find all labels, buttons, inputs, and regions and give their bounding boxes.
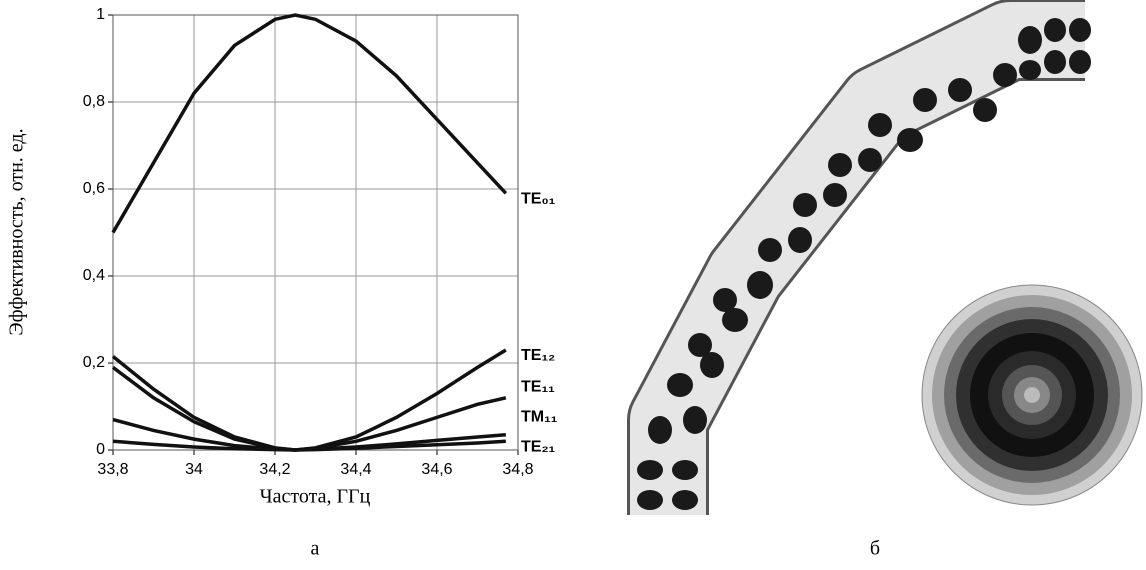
series-label: TE₂₁ — [521, 439, 556, 456]
y-axis-title: Эффективность, отн. ед. — [6, 128, 28, 335]
line — [113, 15, 506, 233]
line — [113, 367, 506, 450]
y-tick-label: 1 — [96, 6, 105, 23]
y-tick-label: 0 — [96, 441, 105, 458]
series-label: TE₁₂ — [521, 347, 555, 364]
axes: 0 0,2 0,4 0,6 0,8 1 33,8 34 34,2 34,4 34,6 34,8 TE₂₁… — [83, 6, 558, 478]
plot-frame — [113, 15, 518, 450]
field-image — [637, 18, 1142, 515]
x-tick-label: 34,6 — [421, 461, 452, 478]
x-tick-label: 33,8 — [97, 461, 128, 478]
series-label: TM₁₁ — [521, 409, 558, 426]
series-label: TE₁₁ — [521, 379, 555, 396]
panel-label: а — [311, 538, 320, 560]
x-tick-label: 34,2 — [259, 461, 290, 478]
x-tick-label: 34,4 — [340, 461, 371, 478]
panel-label: б — [870, 538, 880, 560]
figure: 0 0,2 0,4 0,6 0,8 1 33,8 34 34,2 34,4 34,6 34,8 TE₂₁… — [0, 0, 1146, 570]
y-tick-label: 0,4 — [83, 267, 105, 284]
x-axis-title: Частота, ГГц — [260, 486, 371, 508]
y-tick-label: 0,2 — [83, 354, 105, 371]
y-tick-label: 0,6 — [83, 180, 105, 197]
series-label: TE₀₁ — [521, 191, 556, 208]
y-tick-label: 0,8 — [83, 93, 105, 110]
line — [113, 441, 506, 450]
x-tick-label: 34 — [185, 461, 203, 478]
x-tick-label: 34,8 — [502, 461, 533, 478]
